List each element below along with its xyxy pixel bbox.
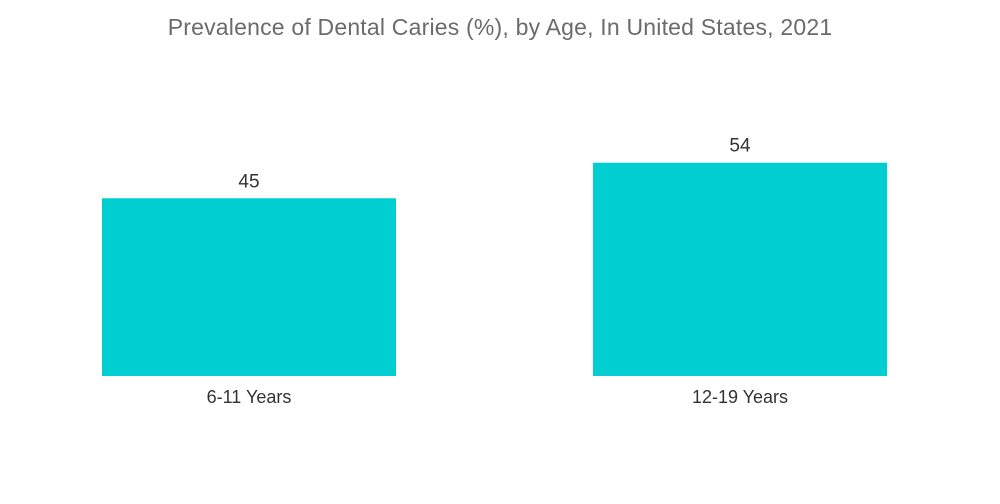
value-label-1: 45 — [238, 171, 259, 192]
value-label-2: 54 — [729, 136, 751, 157]
x-tick-label-1: 6-11 Years — [207, 387, 292, 407]
x-tick-label-2: 12-19 Years — [692, 387, 788, 407]
chart-title: Prevalence of Dental Caries (%), by Age,… — [167, 14, 833, 40]
bar-2 — [593, 162, 887, 376]
bars-group — [102, 162, 887, 376]
bar-1 — [102, 198, 396, 376]
x-tick-labels-group: 6-11 Years 12-19 Years — [207, 387, 788, 407]
value-labels-group: 45 54 — [238, 136, 751, 193]
